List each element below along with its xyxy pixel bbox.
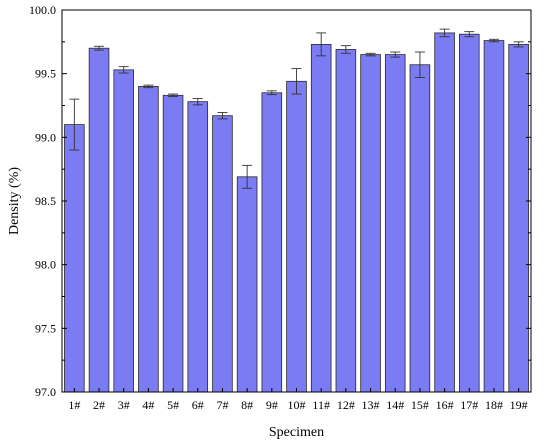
x-tick-label: 17# <box>460 398 478 412</box>
y-tick-label: 98.0 <box>35 258 56 272</box>
error-bar-7# <box>217 112 228 120</box>
bar-5# <box>162 94 184 393</box>
x-tick-label: 16# <box>436 398 454 412</box>
x-tick-label: 13# <box>362 398 380 412</box>
error-bar-4# <box>143 84 154 89</box>
bar-14# <box>384 54 406 393</box>
bar-6# <box>187 101 209 393</box>
bar-17# <box>459 33 480 393</box>
bar-16# <box>434 32 455 393</box>
x-axis-title: Specimen <box>269 425 324 440</box>
error-bar-10# <box>291 68 302 95</box>
bars-layer <box>64 32 529 393</box>
error-bar-13# <box>365 52 376 57</box>
x-tick-label: 3# <box>118 398 130 412</box>
bar-12# <box>335 49 357 393</box>
bar-11# <box>310 43 332 393</box>
y-axis-ticks: 97.0 97.5 98.0 98.5 99.0 99.5 100.0 <box>29 3 531 399</box>
error-bar-12# <box>340 45 351 54</box>
error-bar-11# <box>316 32 327 57</box>
y-axis-title: Density (%) <box>7 167 22 235</box>
error-bar-9# <box>266 90 277 96</box>
x-axis-ticks: 1# 2# 3# 4# 5# 6# 7# 8# 9# 10# 11# 12# 13# 14# 15# 16# 1… <box>68 388 528 412</box>
x-tick-label: 9# <box>266 398 278 412</box>
x-tick-label: 8# <box>241 398 253 412</box>
error-bars-layer <box>69 28 524 189</box>
error-bar-2# <box>94 45 105 51</box>
x-tick-label: 7# <box>216 398 228 412</box>
x-tick-label: 12# <box>337 398 355 412</box>
y-tick-label: 97.0 <box>35 385 56 399</box>
error-bar-5# <box>168 93 179 98</box>
x-tick-label: 14# <box>386 398 404 412</box>
bar-13# <box>360 54 381 393</box>
x-tick-label: 11# <box>312 398 330 412</box>
error-bar-14# <box>390 51 401 58</box>
x-tick-label: 10# <box>288 398 306 412</box>
y-tick-label: 99.5 <box>35 67 56 81</box>
x-tick-label: 2# <box>93 398 105 412</box>
bar-1# <box>64 124 85 393</box>
error-bar-3# <box>118 66 129 74</box>
error-bar-16# <box>439 28 450 38</box>
bar-7# <box>212 115 233 393</box>
x-tick-label: 5# <box>167 398 179 412</box>
bar-19# <box>508 43 529 393</box>
x-tick-label: 1# <box>68 398 80 412</box>
bar-2# <box>88 47 110 393</box>
bar-8# <box>236 176 258 393</box>
x-tick-label: 19# <box>510 398 528 412</box>
x-tick-label: 18# <box>485 398 503 412</box>
x-tick-label: 6# <box>192 398 204 412</box>
y-tick-label: 99.0 <box>35 130 56 144</box>
x-tick-label: 15# <box>411 398 429 412</box>
bar-9# <box>261 92 283 393</box>
error-bar-6# <box>192 98 203 106</box>
error-bar-17# <box>464 31 475 38</box>
bar-3# <box>113 69 134 393</box>
x-tick-label: 4# <box>142 398 154 412</box>
error-bar-15# <box>414 51 425 78</box>
error-bar-1# <box>69 98 80 151</box>
y-tick-label: 100.0 <box>29 3 56 17</box>
y-tick-label: 97.5 <box>35 321 56 335</box>
y-tick-label: 98.5 <box>35 194 56 208</box>
bar-4# <box>138 86 159 393</box>
bar-15# <box>409 64 431 393</box>
bar-18# <box>483 40 505 393</box>
error-bar-19# <box>513 41 524 48</box>
error-bar-18# <box>488 38 499 43</box>
bar-10# <box>286 80 307 393</box>
error-bar-8# <box>242 164 253 189</box>
